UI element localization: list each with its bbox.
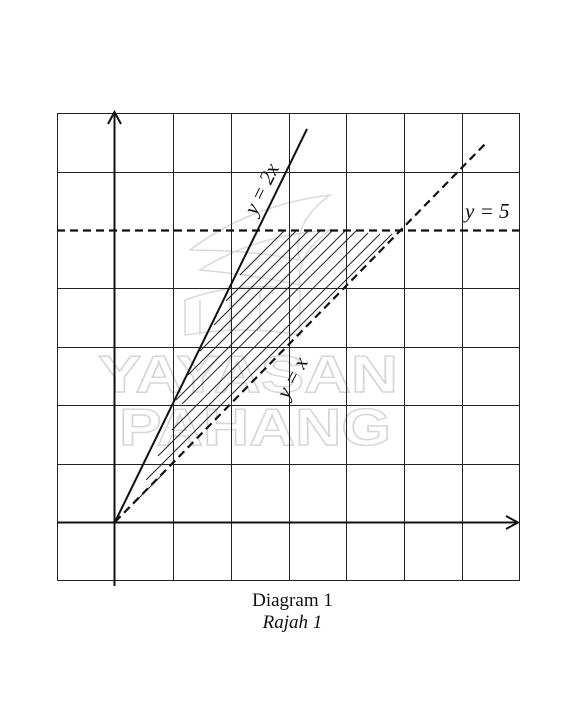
line-y-equals-x xyxy=(114,141,488,523)
hatch-line-10 xyxy=(145,233,393,481)
shaded-region xyxy=(132,230,393,505)
label-y-equals-5: y = 5 xyxy=(463,199,510,223)
hatch-line-1 xyxy=(239,230,285,276)
diagram-caption-translation: Rajah 1 xyxy=(262,612,323,633)
diagram-caption: Diagram 1 xyxy=(252,590,333,611)
x-axis-arrowhead xyxy=(505,515,521,530)
watermark-line2: PAHANG xyxy=(119,399,391,457)
axes xyxy=(57,109,521,586)
y-axis-arrowhead xyxy=(107,109,122,125)
grid xyxy=(57,113,520,581)
watermark-line1: YAYASAN xyxy=(98,346,398,404)
hatch-line-8 xyxy=(171,232,369,431)
line-y-equals-2x xyxy=(114,128,308,523)
hatch-line-3 xyxy=(213,230,309,326)
hatch-line-9 xyxy=(157,233,381,457)
hatch-line-5 xyxy=(187,230,333,376)
hatch-line-7 xyxy=(181,230,357,405)
hatch-line-2 xyxy=(225,230,297,302)
hatch-line-4 xyxy=(199,230,321,352)
hatch-line-6 xyxy=(175,230,346,401)
